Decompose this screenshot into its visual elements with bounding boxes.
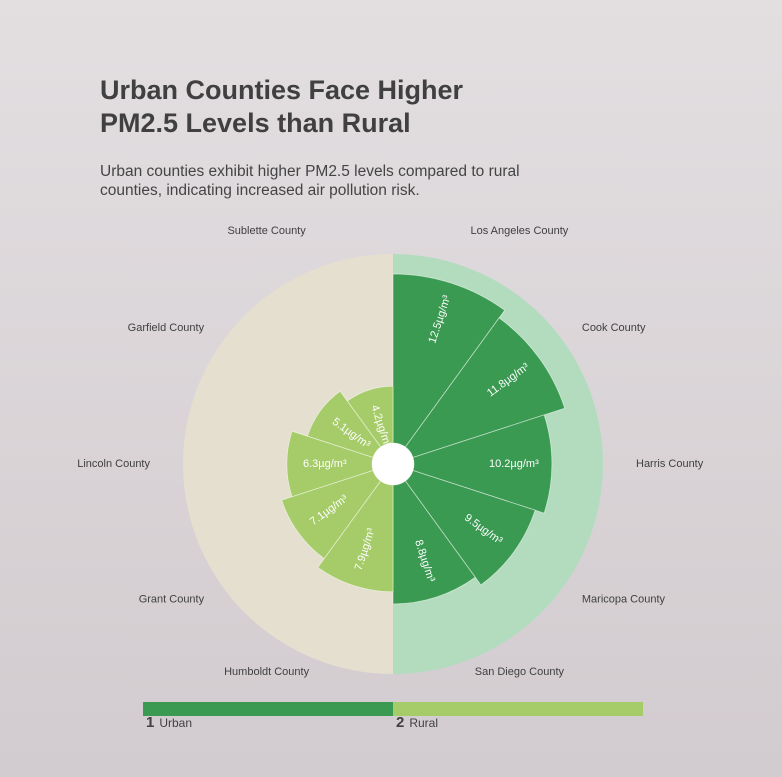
category-label-urban-0: Los Angeles County bbox=[470, 225, 568, 237]
category-label-urban-2: Harris County bbox=[636, 458, 704, 470]
category-label-rural-1: Garfield County bbox=[128, 322, 205, 334]
category-label-urban-3: Maricopa County bbox=[582, 594, 666, 606]
category-label-rural-4: Humboldt County bbox=[224, 666, 309, 678]
value-label-urban-2: 10.2µg/m³ bbox=[489, 458, 539, 470]
legend-label-urban: Urban bbox=[159, 716, 193, 730]
category-label-rural-0: Sublette County bbox=[227, 225, 306, 237]
category-label-urban-4: San Diego County bbox=[475, 666, 565, 678]
center-hole bbox=[372, 443, 414, 485]
value-label-rural-2: 6.3µg/m³ bbox=[303, 458, 347, 470]
chart-subtitle: Urban counties exhibit higher PM2.5 leve… bbox=[100, 163, 520, 199]
legend-number-urban: 1 bbox=[146, 714, 155, 731]
chart-title: Urban Counties Face Higher PM2.5 Levels … bbox=[100, 75, 464, 138]
legend-item-urban: 1 Urban bbox=[146, 714, 192, 731]
legend: 1 Urban 2 Rural bbox=[143, 702, 643, 742]
legend-label-rural: Rural bbox=[409, 716, 439, 730]
legend-number-rural: 2 bbox=[396, 714, 405, 731]
legend-bar-rural bbox=[393, 702, 643, 716]
legend-bar-urban bbox=[143, 702, 393, 716]
category-label-rural-2: Lincoln County bbox=[77, 458, 150, 470]
category-label-urban-1: Cook County bbox=[582, 322, 646, 334]
category-label-rural-3: Grant County bbox=[139, 594, 205, 606]
legend-item-rural: 2 Rural bbox=[396, 714, 438, 731]
